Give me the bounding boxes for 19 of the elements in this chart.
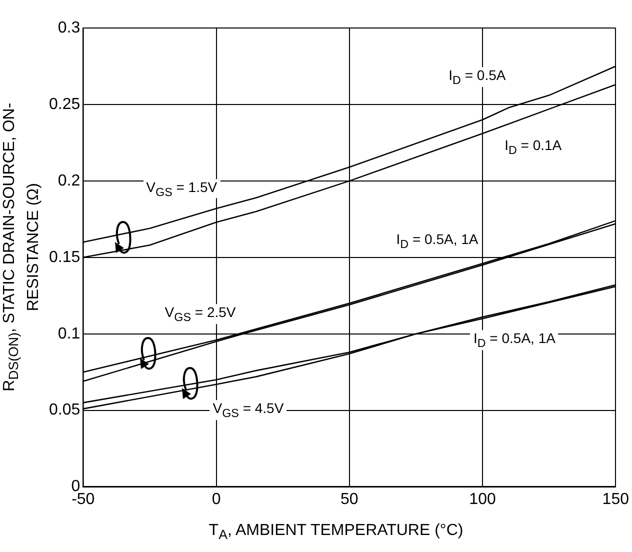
x-axis-title: T$_{A}$, AMBIENT TEMPERATURE (°C) — [208, 522, 464, 542]
x-tick-label: 0 — [212, 490, 221, 508]
x-tick-label: 100 — [469, 490, 496, 508]
annotation: I$_{D}$ = 0.1A — [502, 137, 565, 158]
annotation: I$_{D}$ = 0.5A, 1A — [393, 230, 482, 250]
y-tick-label: 0.1 — [58, 325, 80, 342]
annotation: V$_{GS}$ = 2.5V — [162, 304, 239, 324]
x-tick-label: -50 — [72, 490, 95, 508]
annotation: I$_{D}$ = 0.5A — [446, 67, 509, 87]
y-tick-label: 0.25 — [49, 96, 80, 113]
y-tick-label: 0.2 — [58, 172, 80, 190]
x-tick-label: 50 — [340, 490, 358, 508]
annotation: V$_{GS}$ = 4.5V — [210, 400, 287, 420]
annotation: V$_{GS}$ = 1.5V — [143, 178, 220, 198]
y-tick-label: 0.15 — [49, 248, 80, 266]
x-tick-label: 150 — [602, 490, 630, 508]
annotation: I$_{D}$ = 0.5A, 1A — [470, 330, 558, 350]
y-tick-label: 0.05 — [49, 402, 80, 419]
y-tick-label: 0.3 — [58, 19, 80, 36]
